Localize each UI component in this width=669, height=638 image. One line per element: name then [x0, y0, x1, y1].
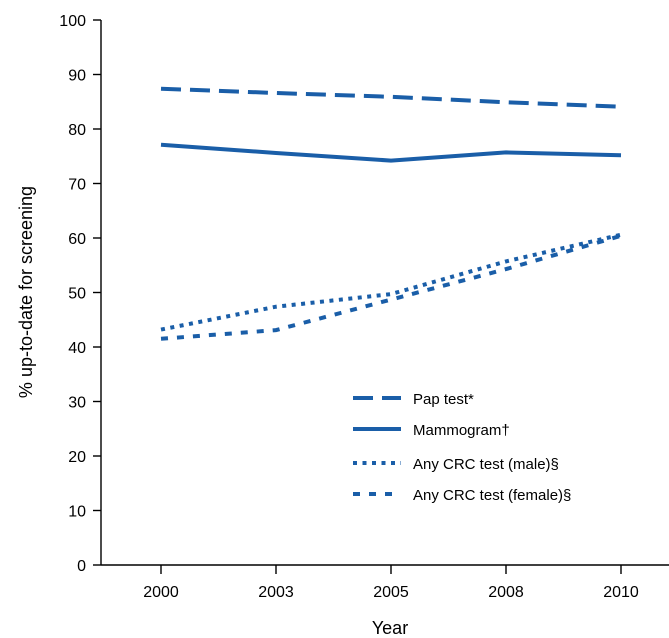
y-tick-label: 20 — [68, 449, 86, 466]
y-tick-label: 10 — [68, 504, 86, 521]
y-tick-label: 40 — [68, 340, 86, 357]
y-axis-title: % up-to-date for screening — [16, 186, 36, 398]
y-ticks: 0 10 20 30 40 50 60 70 80 90 100 — [59, 13, 101, 575]
y-tick-label: 70 — [68, 177, 86, 194]
y-tick-label: 50 — [68, 286, 86, 303]
series-line-2 — [160, 142, 622, 163]
y-tick-label: 60 — [68, 231, 86, 248]
series-line-3 — [160, 232, 622, 332]
series-line-1 — [160, 86, 622, 109]
y-tick-label: 90 — [68, 68, 86, 85]
legend-label: Any CRC test (male)§ — [413, 456, 559, 473]
axes — [100, 20, 669, 566]
x-tick-label: 2008 — [488, 584, 524, 601]
x-tick-label: 2010 — [603, 584, 639, 601]
y-tick-label: 30 — [68, 395, 86, 412]
y-tick-label: 0 — [77, 558, 86, 575]
x-tick-label: 2005 — [373, 584, 409, 601]
series-group — [160, 86, 622, 341]
y-tick-label: 80 — [68, 122, 86, 139]
x-tick-label: 2003 — [258, 584, 294, 601]
x-axis-title: Year — [372, 618, 408, 638]
legend: Pap test* Mammogram† Any CRC test (male)§ A… — [353, 391, 571, 504]
x-tick-label: 2000 — [143, 584, 179, 601]
x-ticks: 2000 2003 2005 2008 2010 — [143, 565, 639, 601]
legend-label: Any CRC test (female)§ — [413, 487, 571, 504]
legend-label: Pap test* — [413, 391, 474, 408]
legend-label: Mammogram† — [413, 422, 510, 439]
y-tick-label: 100 — [59, 13, 86, 30]
